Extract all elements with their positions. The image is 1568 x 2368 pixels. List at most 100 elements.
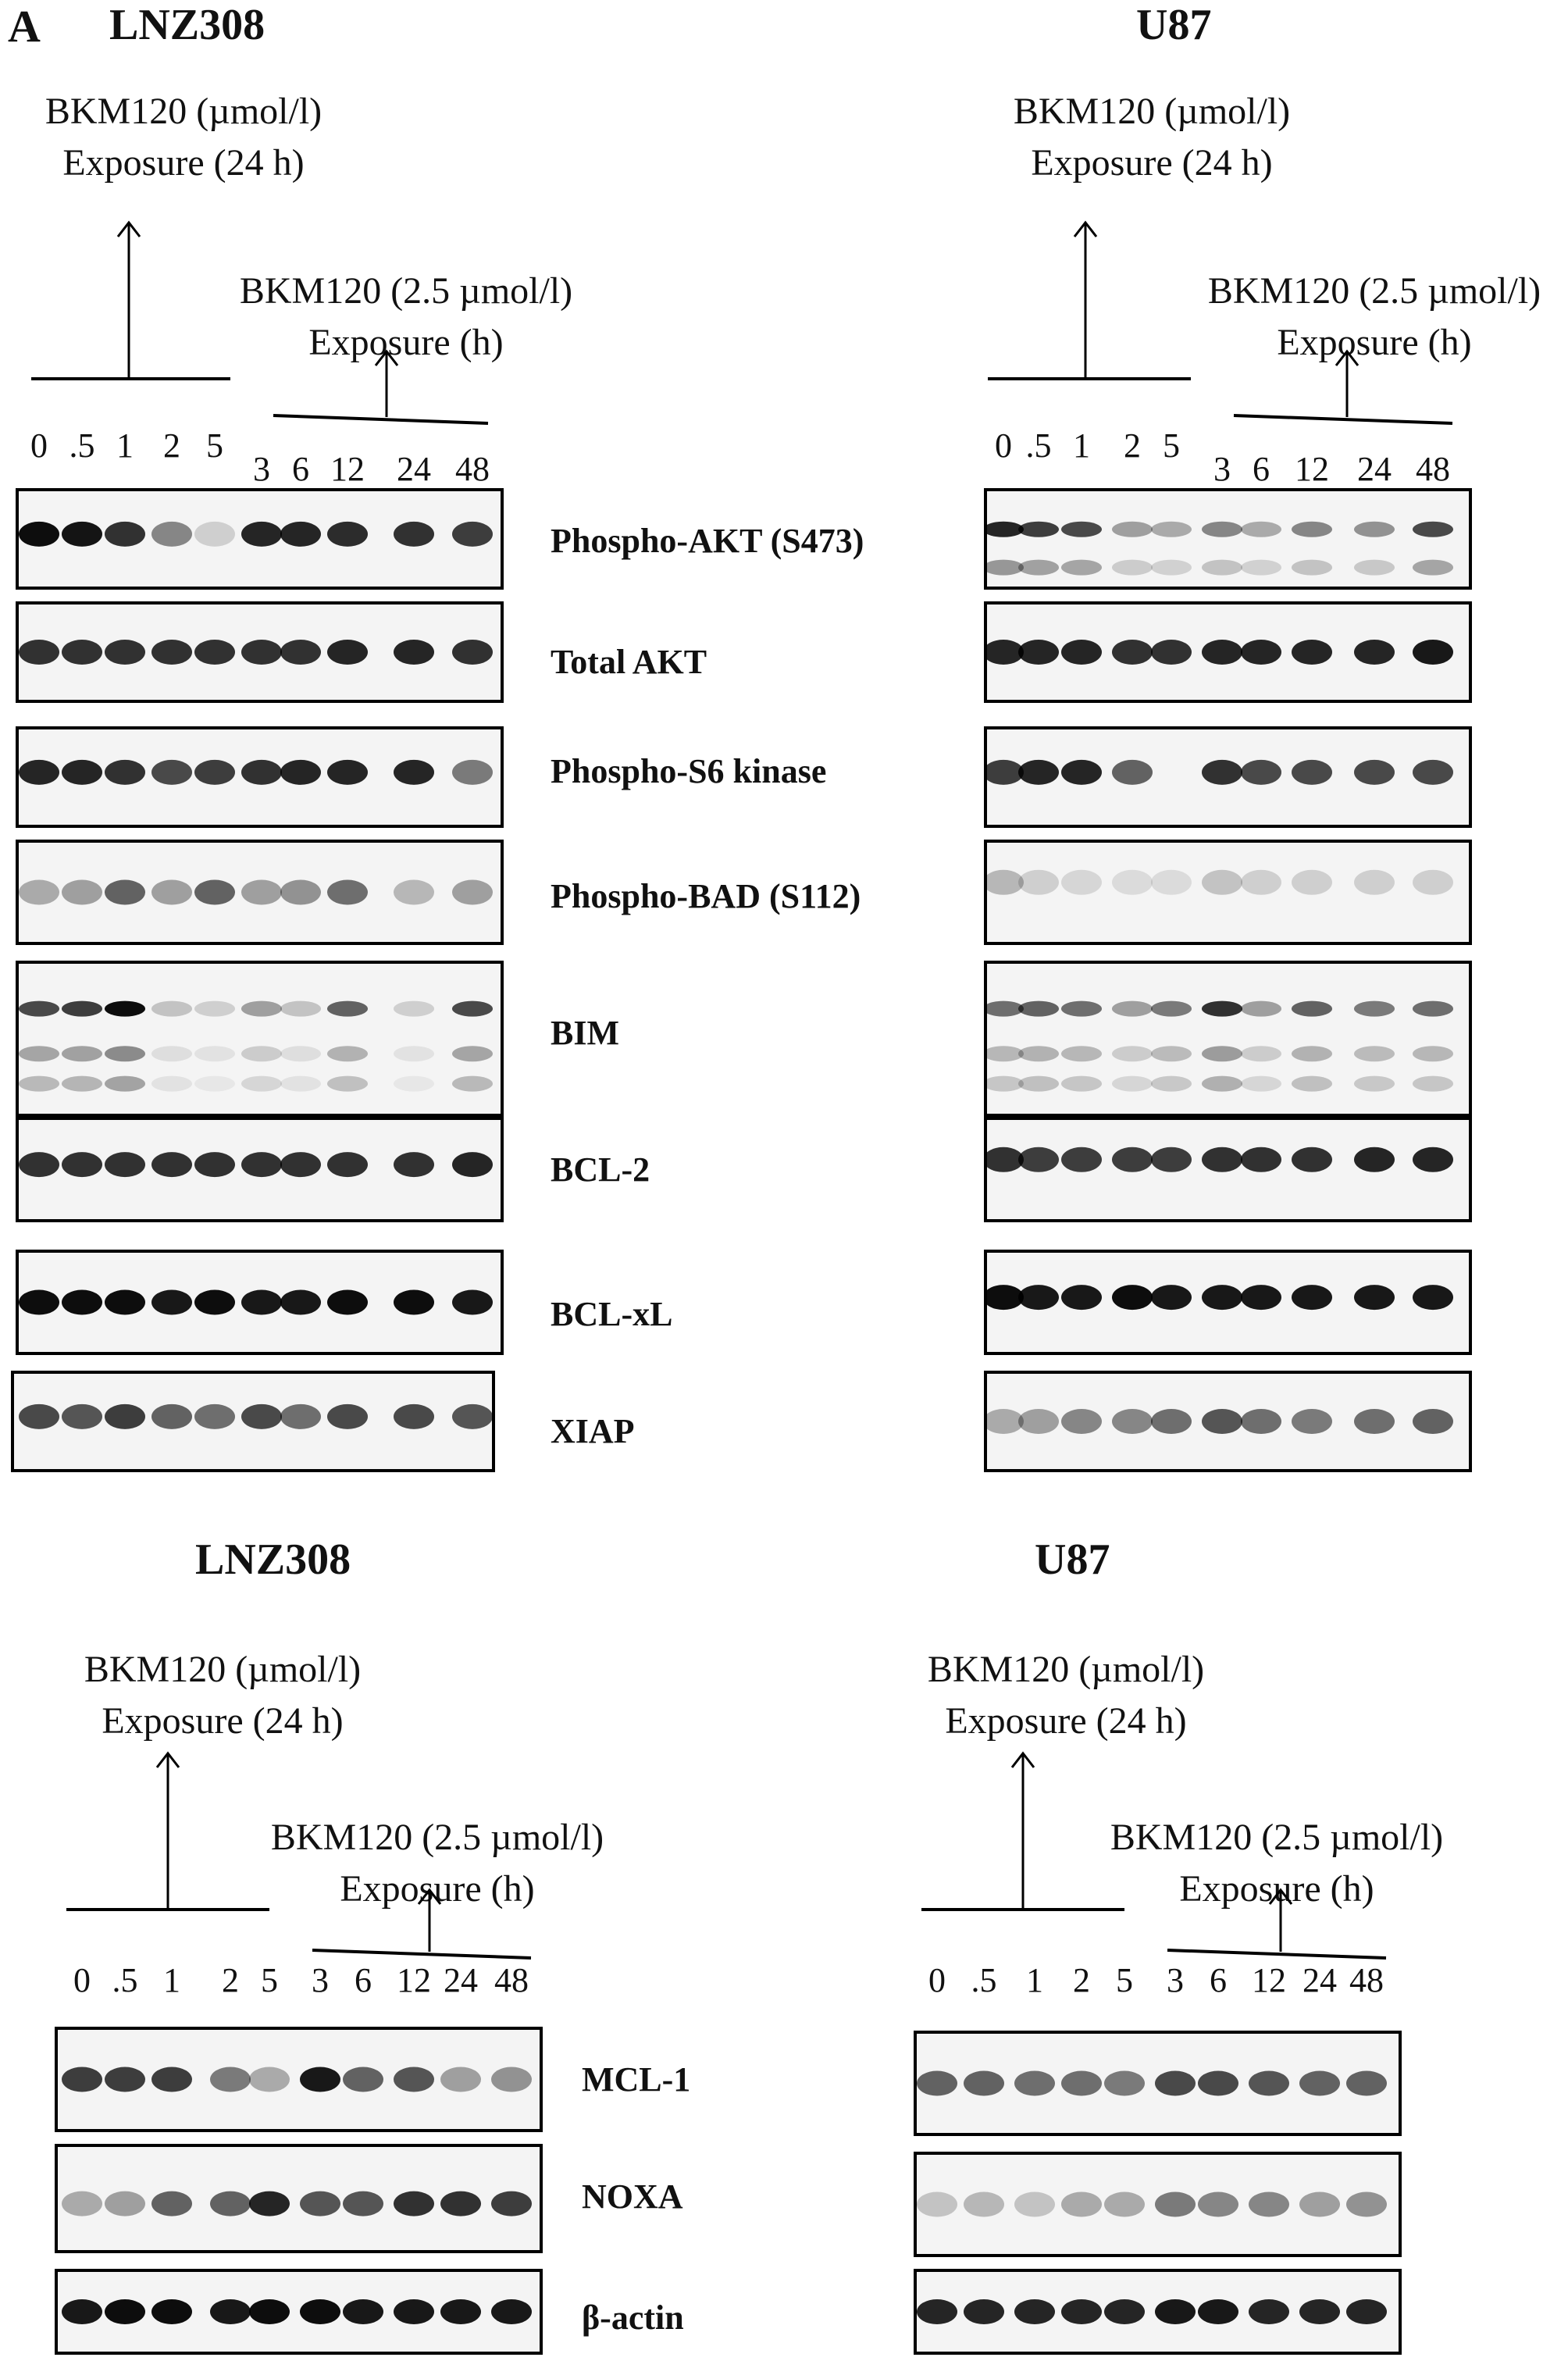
band	[105, 2299, 145, 2324]
band	[194, 1046, 235, 1062]
blot-label: Phospho-AKT (S473)	[551, 522, 864, 560]
lane-label-time: 12	[330, 450, 365, 488]
band	[327, 1289, 368, 1315]
band	[394, 759, 434, 785]
band	[1249, 2070, 1289, 2096]
lane-label-dose: .5	[112, 1961, 138, 1999]
band	[19, 1000, 59, 1017]
band	[1413, 759, 1453, 785]
band	[1354, 1147, 1395, 1172]
time-bracket-line	[312, 1949, 532, 1960]
blot-panel	[914, 2269, 1402, 2355]
band	[491, 2067, 532, 2092]
blot-bands	[19, 1000, 493, 1092]
band	[62, 640, 102, 665]
band	[327, 1075, 368, 1092]
dose-exposure-label: Exposure (24 h)	[945, 1700, 1187, 1742]
band	[917, 2070, 957, 2096]
band	[1104, 2299, 1145, 2324]
band	[19, 1289, 59, 1315]
lane-label-time: 48	[1349, 1961, 1384, 1999]
time-arrow	[1335, 349, 1360, 417]
lane-label-dose: 2	[1073, 1961, 1090, 1999]
band	[241, 1403, 282, 1429]
band	[1354, 869, 1395, 895]
band	[19, 640, 59, 665]
band	[1104, 2070, 1145, 2096]
band	[280, 1403, 321, 1429]
band	[987, 1046, 1024, 1062]
band	[210, 2191, 251, 2216]
lane-label-dose: 1	[1073, 426, 1090, 465]
band	[1061, 869, 1102, 895]
band	[1112, 1147, 1153, 1172]
band	[452, 1152, 493, 1178]
band	[241, 1046, 282, 1062]
band	[62, 879, 102, 905]
time-label: BKM120 (2.5 µmol/l)	[1207, 270, 1541, 312]
blot-panel	[55, 2027, 543, 2132]
band	[452, 1000, 493, 1017]
band	[62, 2191, 102, 2216]
band	[327, 1403, 368, 1429]
band	[249, 2067, 290, 2092]
band	[105, 1289, 145, 1315]
dose-label: BKM120 (µmol/l)	[45, 91, 323, 132]
blot-bands	[19, 521, 493, 547]
band	[1155, 2070, 1196, 2096]
blot-panel	[984, 961, 1472, 1117]
blot-panel	[984, 1250, 1472, 1355]
band	[917, 2191, 957, 2217]
band	[1061, 559, 1102, 576]
band	[151, 2191, 192, 2216]
blot-bands	[19, 640, 493, 665]
dose-arrow	[155, 1751, 180, 1910]
blot-panel	[16, 726, 504, 828]
dose-condition-label: BKM120 (µmol/l) Exposure (24 h)	[972, 86, 1331, 189]
band	[241, 759, 282, 785]
band	[151, 2299, 192, 2324]
band	[105, 2191, 145, 2216]
band	[241, 1289, 282, 1315]
band	[1292, 559, 1332, 576]
band	[1354, 1075, 1395, 1092]
blot-bands	[987, 1409, 1453, 1434]
band	[452, 1046, 493, 1062]
band	[1014, 2299, 1055, 2324]
band	[1198, 2191, 1238, 2217]
blot-label: Phospho-BAD (S112)	[551, 877, 861, 915]
dose-condition-label: BKM120 (µmol/l) Exposure (24 h)	[43, 1644, 402, 1747]
lane-label-time: 6	[292, 450, 309, 488]
band	[1241, 1147, 1281, 1172]
band	[452, 1403, 492, 1429]
band	[1061, 2299, 1102, 2324]
band	[452, 1289, 493, 1315]
band	[1112, 869, 1153, 895]
band	[62, 1152, 102, 1178]
band	[1413, 1285, 1453, 1311]
band	[1354, 759, 1395, 785]
lane-label-dose: 1	[1026, 1961, 1043, 1999]
band	[452, 521, 493, 547]
blot-bands	[19, 1152, 493, 1178]
lane-label-dose: 1	[116, 426, 134, 465]
band	[1241, 759, 1281, 785]
band	[1151, 869, 1192, 895]
band	[491, 2299, 532, 2324]
band	[1112, 640, 1153, 665]
band	[1299, 2070, 1340, 2096]
band	[1202, 869, 1242, 895]
band	[300, 2067, 340, 2092]
band	[1249, 2299, 1289, 2324]
band	[151, 1403, 192, 1429]
band	[1151, 559, 1192, 576]
band	[394, 1289, 434, 1315]
time-condition-label: BKM120 (2.5 µmol/l) Exposure (h)	[1074, 1812, 1480, 1915]
time-exposure-label: Exposure (h)	[340, 1868, 535, 1910]
band	[194, 1152, 235, 1178]
band	[280, 1152, 321, 1178]
band	[1112, 1285, 1153, 1311]
band	[1155, 2299, 1196, 2324]
band	[452, 1075, 493, 1092]
band	[1413, 521, 1453, 537]
